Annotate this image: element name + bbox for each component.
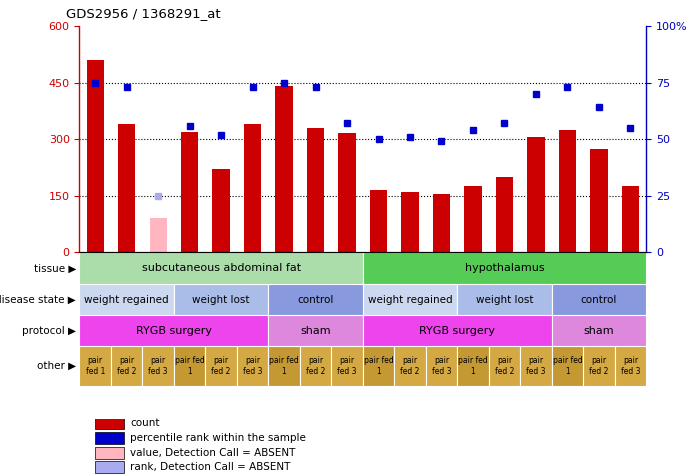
Bar (614, 346, 646, 386)
Text: pair
fed 2: pair fed 2 (400, 356, 419, 376)
Bar (181, 132, 198, 252)
Bar (142, 346, 174, 386)
Bar (527, 137, 545, 252)
Text: tissue ▶: tissue ▶ (34, 263, 76, 273)
Text: pair
fed 2: pair fed 2 (589, 356, 609, 376)
Text: disease state ▶: disease state ▶ (0, 295, 76, 305)
Text: pair
fed 2: pair fed 2 (211, 356, 231, 376)
Text: pair
fed 1: pair fed 1 (86, 356, 105, 376)
Bar (95, 447, 124, 459)
Text: control: control (297, 295, 334, 305)
Bar (95, 461, 124, 473)
Bar (551, 346, 583, 386)
Text: RYGB surgery: RYGB surgery (136, 326, 212, 336)
Bar (363, 284, 457, 315)
Bar (622, 186, 639, 252)
Text: weight regained: weight regained (84, 295, 169, 305)
Bar (268, 346, 300, 386)
Text: protocol ▶: protocol ▶ (22, 326, 76, 336)
Bar (244, 124, 261, 252)
Bar (370, 190, 387, 252)
Bar (111, 346, 142, 386)
Text: pair fed
1: pair fed 1 (458, 356, 488, 376)
Text: RYGB surgery: RYGB surgery (419, 326, 495, 336)
Text: pair
fed 3: pair fed 3 (149, 356, 168, 376)
Bar (363, 315, 551, 346)
Bar (363, 346, 395, 386)
Text: weight regained: weight regained (368, 295, 453, 305)
Text: pair fed
1: pair fed 1 (269, 356, 299, 376)
Bar (395, 346, 426, 386)
Text: GDS2956 / 1368291_at: GDS2956 / 1368291_at (66, 7, 220, 19)
Text: pair fed
1: pair fed 1 (175, 356, 205, 376)
Bar (268, 284, 363, 315)
Bar (464, 186, 482, 252)
Bar (95, 432, 124, 444)
Bar (583, 346, 614, 386)
Text: pair
fed 2: pair fed 2 (306, 356, 325, 376)
Text: subcutaneous abdominal fat: subcutaneous abdominal fat (142, 263, 301, 273)
Bar (86, 60, 104, 252)
Bar (426, 346, 457, 386)
Bar (79, 315, 268, 346)
Bar (118, 124, 135, 252)
Text: pair
fed 3: pair fed 3 (432, 356, 451, 376)
Bar (559, 130, 576, 252)
Bar (95, 417, 124, 429)
Text: sham: sham (301, 326, 331, 336)
Text: pair
fed 2: pair fed 2 (495, 356, 514, 376)
Bar (174, 284, 268, 315)
Bar (495, 177, 513, 252)
Bar (79, 284, 174, 315)
Bar (79, 252, 363, 284)
Bar (551, 284, 646, 315)
Bar (331, 346, 363, 386)
Bar (489, 346, 520, 386)
Text: pair
fed 3: pair fed 3 (621, 356, 640, 376)
Text: pair
fed 3: pair fed 3 (337, 356, 357, 376)
Bar (276, 86, 293, 252)
Bar (363, 252, 646, 284)
Bar (212, 169, 230, 252)
Text: weight lost: weight lost (475, 295, 533, 305)
Bar (174, 346, 205, 386)
Bar (433, 194, 450, 252)
Bar (79, 346, 111, 386)
Text: other ▶: other ▶ (37, 361, 76, 371)
Bar (237, 346, 268, 386)
Bar (457, 346, 489, 386)
Bar (551, 315, 646, 346)
Bar (339, 134, 356, 252)
Text: weight lost: weight lost (192, 295, 250, 305)
Text: percentile rank within the sample: percentile rank within the sample (131, 433, 306, 443)
Text: pair
fed 3: pair fed 3 (243, 356, 263, 376)
Text: rank, Detection Call = ABSENT: rank, Detection Call = ABSENT (131, 462, 291, 472)
Bar (520, 346, 551, 386)
Bar (300, 346, 331, 386)
Text: pair
fed 3: pair fed 3 (526, 356, 546, 376)
Text: value, Detection Call = ABSENT: value, Detection Call = ABSENT (131, 448, 296, 458)
Text: pair fed
1: pair fed 1 (363, 356, 393, 376)
Text: sham: sham (584, 326, 614, 336)
Bar (457, 284, 551, 315)
Text: pair fed
1: pair fed 1 (553, 356, 583, 376)
Text: pair
fed 2: pair fed 2 (117, 356, 136, 376)
Bar (268, 315, 363, 346)
Bar (307, 128, 324, 252)
Text: control: control (580, 295, 617, 305)
Bar (401, 192, 419, 252)
Bar (149, 218, 167, 252)
Text: count: count (131, 419, 160, 428)
Bar (205, 346, 237, 386)
Bar (590, 148, 607, 252)
Text: hypothalamus: hypothalamus (464, 263, 545, 273)
